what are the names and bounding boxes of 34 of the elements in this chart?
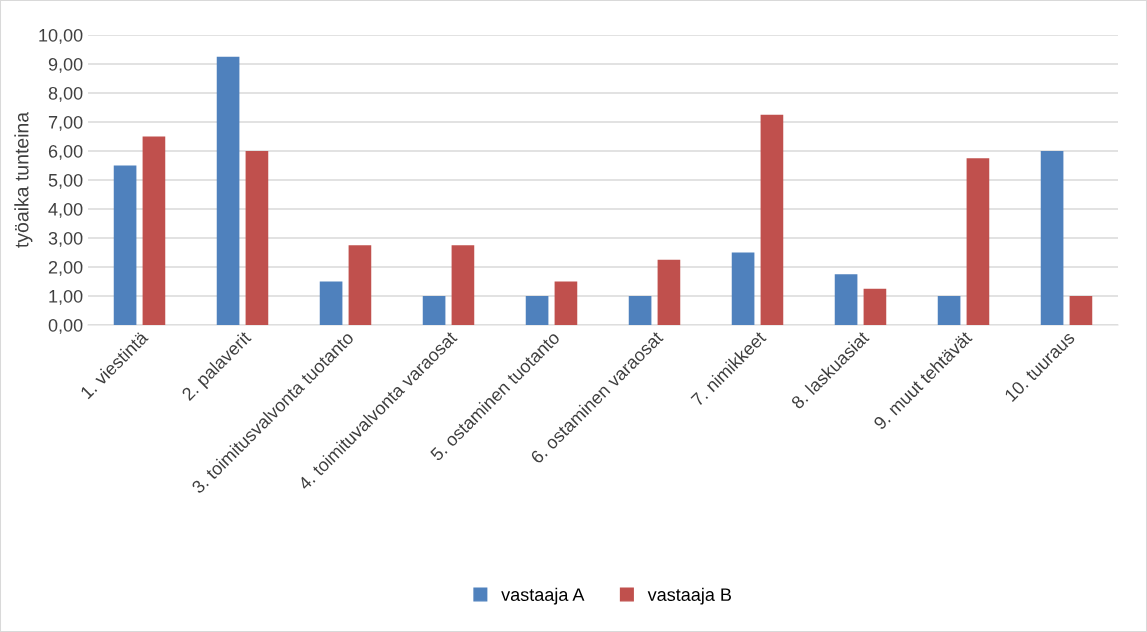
bar [554,281,578,325]
bar [142,136,166,325]
bar [348,245,372,325]
y-tick-label: 6,00 [48,144,83,160]
bar [451,245,475,325]
legend-label: vastaaja A [501,587,585,605]
y-tick-label: 2,00 [48,260,83,276]
legend-label: vastaaja B [647,587,731,605]
y-tick-label: 7,00 [48,115,83,131]
bar [1069,296,1093,325]
bar [422,296,446,325]
y-tick-label: 8,00 [48,86,83,102]
bar [834,274,858,325]
bar [731,252,755,325]
y-tick-label: 10,00 [39,28,83,44]
y-tick-label: 9,00 [48,57,83,73]
bar [937,296,961,325]
y-tick-label: 0,00 [48,318,83,334]
y-tick-label: 1,00 [49,289,83,305]
bar [113,165,137,325]
bar [525,296,549,325]
y-axis-title: työaika tunteina [14,111,33,248]
bar [319,281,343,325]
bar [245,151,269,325]
y-tick-label: 5,00 [48,173,83,189]
bar [628,296,652,325]
y-tick-label: 3,00 [48,231,83,247]
bar [760,114,784,325]
bar [1040,151,1064,325]
bar [863,288,887,325]
y-tick-label: 4,00 [48,202,83,218]
bar [216,56,240,325]
bar [657,259,681,325]
bar [966,158,990,325]
